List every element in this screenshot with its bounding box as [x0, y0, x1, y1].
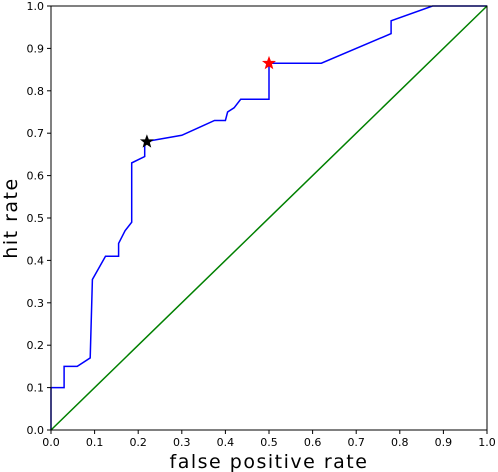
marker-layer [139, 55, 277, 148]
x-tick-label: 0.7 [347, 436, 365, 449]
roc-curve-line [50, 5, 487, 430]
diagonal-reference-line [50, 5, 488, 431]
x-axis-ticks: 0.0 0.1 0.2 0.3 0.4 0.5 0.6 0.7 0.8 0.9 1.0 [42, 430, 496, 449]
x-tick-label: 0.2 [129, 436, 147, 449]
y-tick-label: 0.1 [27, 382, 45, 395]
x-tick-label: 0.8 [391, 436, 409, 449]
y-axis-ticks: 0.0 0.1 0.2 0.3 0.4 0.5 0.6 0.7 0.8 0.9 1.0 [27, 0, 51, 437]
black-star-marker [139, 134, 154, 148]
x-tick-label: 0.3 [173, 436, 191, 449]
y-tick-label: 0.8 [27, 85, 45, 98]
y-tick-label: 1.0 [27, 0, 45, 13]
y-axis-title: hit rate [0, 177, 22, 258]
y-tick-label: 0.2 [27, 339, 45, 352]
x-axis-title: false positive rate [170, 451, 369, 472]
x-tick-label: 0.6 [304, 436, 322, 449]
x-tick-label: 0.1 [86, 436, 104, 449]
x-tick-label: 0.5 [260, 436, 278, 449]
y-tick-label: 0.6 [27, 170, 45, 183]
red-star-marker [261, 55, 277, 70]
y-tick-label: 0.5 [27, 212, 45, 225]
series-layer [50, 5, 488, 431]
y-tick-label: 0.7 [27, 127, 45, 140]
y-tick-label: 0.3 [27, 297, 45, 310]
plot-area [50, 5, 488, 431]
x-tick-label: 0.0 [42, 436, 60, 449]
y-tick-label: 0.4 [27, 254, 45, 267]
x-tick-label: 0.9 [435, 436, 453, 449]
y-tick-label: 0.0 [27, 424, 45, 437]
x-tick-label: 1.0 [478, 436, 496, 449]
y-tick-label: 0.9 [27, 42, 45, 55]
x-tick-label: 0.4 [217, 436, 235, 449]
